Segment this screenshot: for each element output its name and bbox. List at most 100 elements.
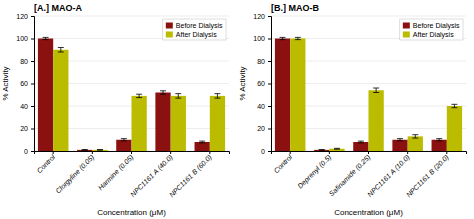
x-tick: NPC1161 A (10.0)	[366, 151, 411, 199]
x-tick-label: NPC1161 B (20.0)	[405, 153, 451, 199]
error-cap	[160, 90, 166, 91]
x-axis-line	[35, 152, 230, 155]
error-cap	[295, 39, 301, 40]
error-cap	[97, 149, 103, 150]
error-cap	[397, 140, 403, 141]
bar	[408, 136, 423, 151]
panel: 020406080100120ControlDeprenyl (0.5)Safi…	[238, 3, 467, 217]
x-tick: Control	[35, 151, 56, 174]
x-tick: NPC1161 B (20.0)	[405, 151, 451, 199]
legend: Before DialysisAfter Dialysis	[400, 19, 463, 40]
error-line	[376, 88, 377, 93]
error-cap	[43, 39, 49, 40]
x-tick: NPC1161 A (40.0)	[129, 151, 174, 199]
error-bar	[199, 141, 205, 143]
y-tick: 100	[253, 35, 271, 42]
plot-area	[275, 37, 462, 151]
error-cap	[451, 104, 457, 105]
error-line	[454, 104, 455, 107]
error-bar	[58, 48, 64, 53]
error-cap	[319, 149, 325, 150]
y-tick-mark	[31, 84, 34, 85]
error-bar	[280, 37, 286, 39]
error-cap	[160, 94, 166, 95]
grid	[271, 16, 466, 151]
bar	[92, 150, 107, 151]
x-tick: NPC1161 B (60.0)	[168, 151, 214, 199]
legend-swatch	[166, 23, 173, 29]
error-cap	[334, 149, 340, 150]
y-tick-label: 20	[257, 125, 265, 132]
panel: 020406080100120ControlClorgyline (0.05)H…	[1, 3, 230, 217]
y-tick: 120	[253, 13, 271, 20]
error-bar	[214, 94, 220, 99]
error-bar	[175, 94, 181, 99]
error-cap	[358, 141, 364, 142]
y-tick-label: 60	[20, 80, 28, 87]
y-axis-title: % Activity	[238, 66, 247, 100]
series	[53, 48, 225, 152]
error-bar	[397, 139, 403, 141]
legend-item: After Dialysis	[403, 31, 454, 39]
y-tick-label: 100	[253, 35, 265, 42]
error-line	[178, 94, 179, 99]
error-bar	[412, 135, 418, 138]
x-tick-mark	[92, 151, 93, 154]
y-tick-label: 120	[253, 13, 265, 20]
bar	[369, 90, 384, 151]
y-axis: 020406080100120	[253, 13, 271, 155]
bar	[155, 93, 170, 152]
error-line	[217, 94, 218, 99]
legend-item: Before Dialysis	[166, 22, 223, 30]
error-cap	[136, 97, 142, 98]
x-tick: Clorgyline (0.05)	[54, 151, 96, 195]
figure: 020406080100120ControlClorgyline (0.05)H…	[0, 0, 474, 219]
error-cap	[199, 142, 205, 143]
error-bar	[160, 91, 166, 94]
error-cap	[136, 94, 142, 95]
error-cap	[319, 150, 325, 151]
x-tick-label: Clorgyline (0.05)	[54, 153, 96, 195]
x-axis-line	[272, 152, 467, 155]
y-tick-mark	[268, 151, 271, 152]
y-tick-mark	[268, 84, 271, 85]
y-tick-mark	[31, 106, 34, 107]
bar	[77, 150, 92, 151]
bar	[314, 150, 329, 151]
error-cap	[280, 39, 286, 40]
bar	[392, 140, 407, 151]
bar	[53, 50, 68, 151]
y-tick: 120	[16, 13, 34, 20]
error-cap	[295, 37, 301, 38]
bar	[116, 140, 131, 151]
error-bar	[373, 88, 379, 93]
y-tick-mark	[31, 16, 34, 17]
plot-area	[38, 37, 225, 151]
y-tick-label: 80	[20, 58, 28, 65]
error-cap	[121, 138, 127, 139]
y-tick-mark	[31, 39, 34, 40]
y-tick-mark	[268, 106, 271, 107]
legend-swatch	[166, 32, 173, 38]
error-cap	[373, 92, 379, 93]
legend-label: After Dialysis	[413, 31, 454, 39]
error-line	[415, 135, 416, 138]
bar	[275, 39, 290, 152]
x-tick-label: Safinamide (0.25)	[328, 153, 373, 198]
error-cap	[334, 148, 340, 149]
y-axis-title: % Activity	[1, 66, 10, 100]
error-cap	[97, 150, 103, 151]
error-cap	[436, 140, 442, 141]
x-axis-title: Concentration (μM)	[97, 208, 166, 217]
y-tick-label: 0	[261, 148, 265, 155]
y-tick-label: 40	[257, 103, 265, 110]
y-tick-mark	[268, 129, 271, 130]
legend-swatch	[403, 32, 410, 38]
y-tick-mark	[31, 129, 34, 130]
bar	[447, 106, 462, 151]
error-cap	[58, 52, 64, 53]
y-tick: 60	[257, 80, 271, 87]
x-tick-mark	[329, 151, 330, 154]
x-tick: Control	[272, 151, 293, 174]
error-cap	[214, 98, 220, 99]
